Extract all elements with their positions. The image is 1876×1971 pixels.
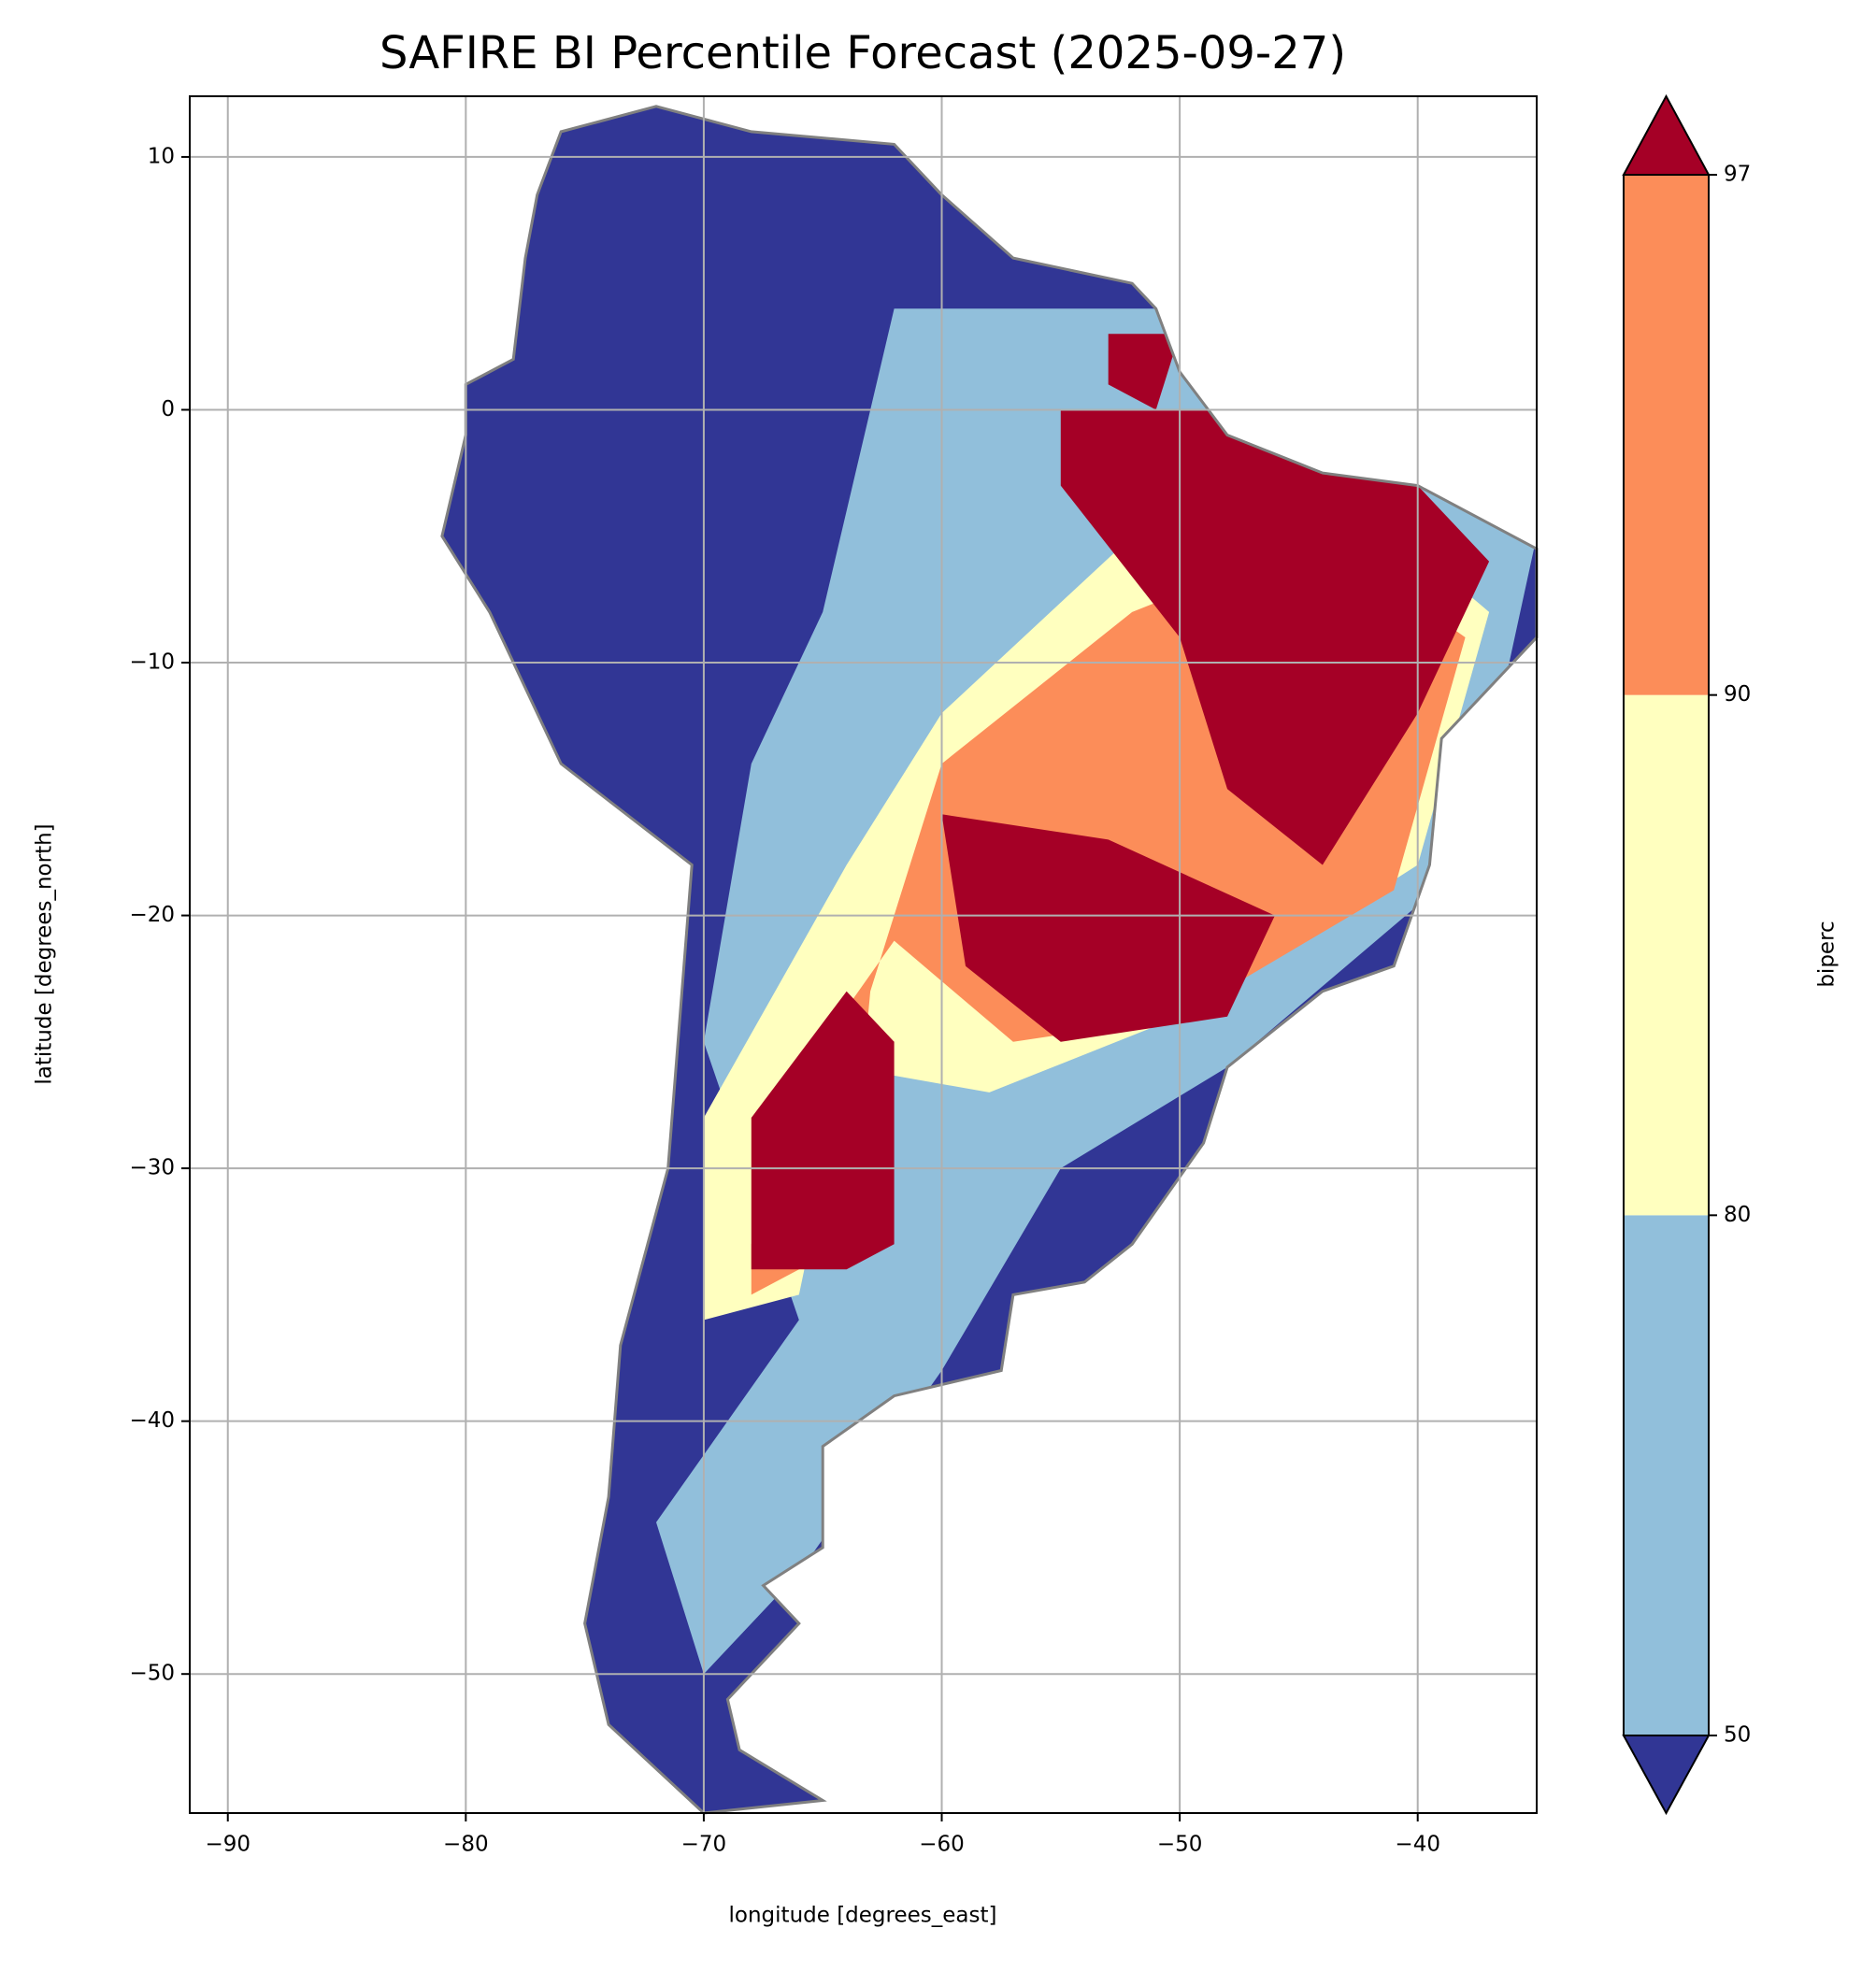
chart-title: SAFIRE BI Percentile Forecast (2025-09-2… — [379, 27, 1346, 79]
colorbar-tick-label: 50 — [1724, 1723, 1751, 1748]
x-axis-label: longitude [degrees_east] — [729, 1904, 997, 1928]
y-tick-label: −40 — [129, 1408, 175, 1433]
colorbar-segment — [1624, 694, 1709, 1216]
colorbar-tick-label: 97 — [1724, 163, 1751, 187]
colorbar-label: biperc — [1815, 921, 1840, 987]
colorbar-tick-label: 90 — [1724, 682, 1751, 707]
colorbar-segment — [1624, 175, 1709, 695]
y-tick-label: −50 — [129, 1662, 175, 1686]
region — [941, 814, 1275, 1042]
colorbar-segment — [1624, 1215, 1709, 1735]
region — [1060, 409, 1490, 865]
x-tick-label: −50 — [1157, 1833, 1203, 1857]
x-tick-label: −70 — [681, 1833, 727, 1857]
colorbar-extend-min — [1622, 1735, 1711, 1816]
y-tick-label: 0 — [161, 397, 175, 421]
y-axis-label: latitude [degrees_north] — [33, 823, 57, 1084]
x-tick-label: −80 — [443, 1833, 489, 1857]
coastline — [440, 105, 1539, 1815]
y-tick-label: −20 — [129, 903, 175, 927]
region — [751, 991, 895, 1270]
colorbar-frame — [1623, 174, 1710, 1736]
x-tick-label: −60 — [919, 1833, 965, 1857]
y-tick-label: −10 — [129, 650, 175, 675]
region — [1108, 334, 1181, 410]
colorbar-extend-max — [1622, 93, 1711, 176]
x-tick-label: −40 — [1395, 1833, 1440, 1857]
y-tick-label: −30 — [129, 1156, 175, 1180]
x-tick-label: −90 — [205, 1833, 251, 1857]
map-fill — [441, 106, 1537, 1813]
y-tick-label: 10 — [148, 144, 175, 168]
colorbar-tick-label: 80 — [1724, 1203, 1751, 1227]
plot-frame — [189, 95, 1538, 1814]
